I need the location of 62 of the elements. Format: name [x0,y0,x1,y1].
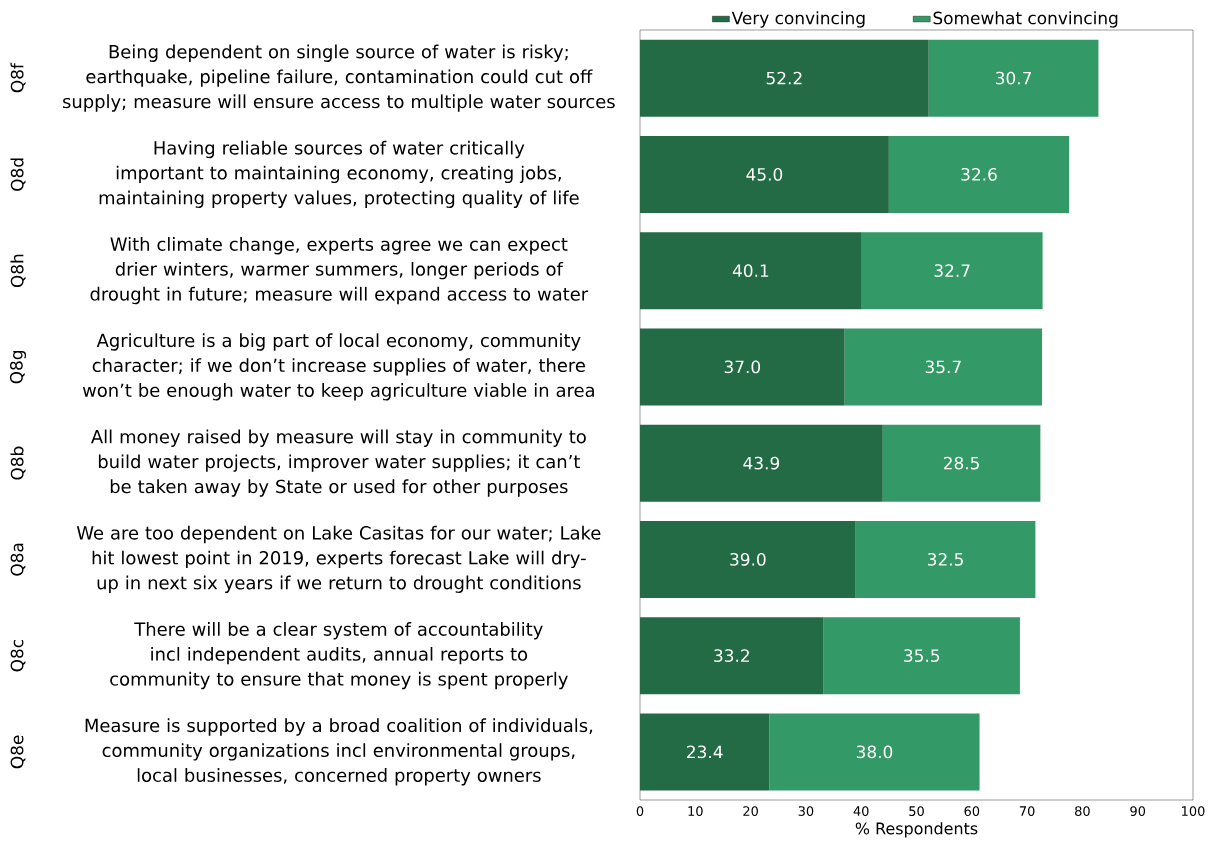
bar [640,232,862,310]
bar [882,424,1041,502]
x-tick-label: 60 [964,806,980,816]
bar [928,39,1099,117]
bar [640,328,845,406]
bar [888,135,1070,213]
x-axis-title: % Respondents [855,822,978,838]
text: Q8d [10,158,26,191]
x-tick-label: 50 [909,806,924,816]
legend-label: Somewhat convincing [933,11,1118,28]
legend-label: Very convincing [731,11,865,28]
x-tick-label: 80 [1075,806,1090,816]
data-label: 30.7 [996,71,1031,85]
data-label: 39.0 [730,552,766,566]
bar [861,232,1043,310]
x-tick-label: 0 [636,806,644,816]
data-label: 45.0 [746,167,783,181]
y-tick-label: Being dependent on single source of water is risky; earthquake, pipeline failure, contamination could cut off supply; measure will ensure access to multiple water sources [63,44,615,112]
bar [844,328,1043,406]
data-label: 23.4 [687,745,723,759]
y-tick-label: Measure is supported by a broad coalition of individuals, community organizations incl environmental groups, local businesses, concerned property owners [85,718,593,786]
bar [823,617,1020,695]
text: Q8c [10,639,26,672]
y-tick-label: With climate change, experts agree we can expect drier winters, warmer summers, longer periods of drought in future; measure will expand access to water [90,237,589,305]
bar [855,520,1036,598]
data-label: 35.5 [904,649,940,663]
text: Q8h [10,254,26,288]
bar [640,135,889,213]
text: Q8a [10,543,26,576]
y-tick-label: We are too dependent on Lake Casitas for our water; Lake hit lowest point in 2019, experts forecast Lake will dry-up in next six years if we return to drought conditions [76,525,601,593]
y-tick-label: All money raised by measure will stay in community to build water projects, improver water supplies; it can’t be taken away by State or used for other purposes [91,429,586,497]
y-tick-label: Agriculture is a big part of local economy, community character; if we don’t increase supplies of water, there won’t be enough water to keep agriculture viable in area [82,333,594,401]
data-label: 32.7 [934,264,970,278]
x-tick-label: 90 [1130,806,1146,816]
data-label: 35.7 [925,360,961,374]
data-label: 52.2 [766,71,802,85]
y-tick-label: Having reliable sources of water critically important to maintaining economy, creating jobs, maintaining property values, protecting quality of life [99,140,579,208]
data-label: 40.1 [732,264,769,278]
data-label: 37.0 [724,360,761,374]
data-label: 32.6 [961,167,997,181]
text: Q8b [10,446,26,480]
bar [640,424,883,502]
bar [640,713,770,791]
text: Q8f [10,62,26,93]
x-tick-label: 40 [853,806,869,816]
data-label: 43.9 [743,456,780,470]
x-tick-label: 100 [1182,806,1205,816]
bar [640,39,929,117]
text: Q8g [9,350,27,384]
y-tick-label: There will be a clear system of accountability incl independent audits, annual reports to community to ensure that money is spent properly [110,622,568,690]
text: Q8e [10,735,26,769]
bar [640,617,824,695]
data-label: 28.5 [943,456,979,470]
data-label: 32.5 [927,552,963,566]
bar [769,713,980,791]
bar [640,520,856,598]
x-tick-label: 30 [798,806,814,816]
x-tick-label: 20 [743,806,758,816]
data-label: 33.2 [714,649,749,663]
x-tick-label: 70 [1019,806,1035,816]
data-label: 38.0 [856,745,893,759]
x-tick-label: 10 [688,806,703,816]
